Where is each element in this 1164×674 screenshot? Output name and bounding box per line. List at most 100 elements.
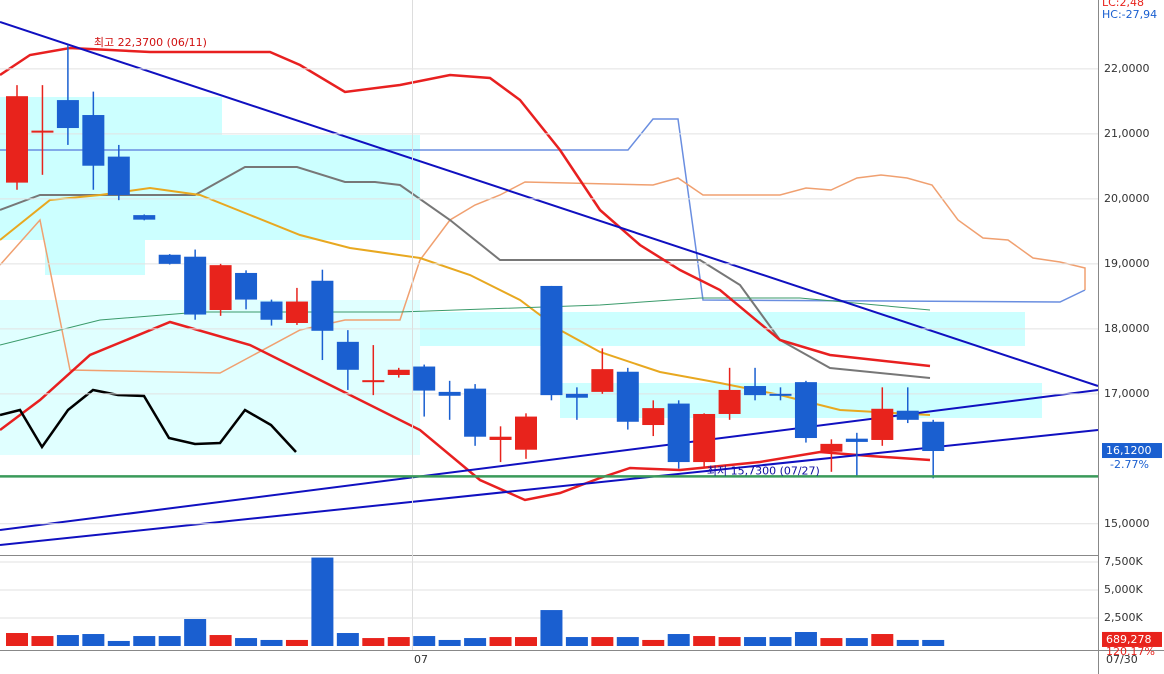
volume-bar <box>56 635 79 646</box>
price-marker <box>1102 443 1162 459</box>
candle-body <box>209 265 232 310</box>
candle-body <box>718 389 741 414</box>
candle-body <box>515 416 537 450</box>
volume-bar <box>540 610 563 646</box>
cloud-line <box>0 118 1086 303</box>
volume-bar <box>464 638 487 646</box>
volume-bar <box>565 637 588 646</box>
volume-bar <box>769 637 792 646</box>
volume-marker-label: 689,278 <box>1106 633 1152 646</box>
volume-bar <box>744 637 767 646</box>
y-tick-label: 20,0000 <box>1104 192 1150 205</box>
y-tick-label: 17,0000 <box>1104 387 1150 400</box>
volume-bar <box>6 633 28 646</box>
volume-bar <box>413 636 436 646</box>
candle-body <box>6 96 28 183</box>
candle-body <box>667 403 690 463</box>
y-tick-label: 19,0000 <box>1104 257 1150 270</box>
candle-body <box>362 380 385 383</box>
candle-body <box>311 280 334 331</box>
volume-bar <box>158 636 181 646</box>
volume-bar <box>336 633 359 646</box>
volume-bar <box>693 636 716 646</box>
change-label: -2.77% <box>1110 458 1149 471</box>
band-line <box>0 320 931 502</box>
volume-bar <box>515 637 537 646</box>
volume-bar <box>82 634 105 646</box>
candle-body <box>260 301 283 320</box>
y-tick-label: 15,0000 <box>1104 517 1150 530</box>
volume-bar <box>107 640 130 646</box>
y-tick-label: 18,0000 <box>1104 322 1150 335</box>
band-line <box>0 46 931 368</box>
volume-bar <box>31 636 54 646</box>
volume-bar <box>438 639 461 646</box>
volume-bar <box>794 632 817 646</box>
volume-bar <box>591 637 614 646</box>
candle-body <box>540 285 563 396</box>
volume-bar <box>820 638 843 646</box>
volume-bar <box>667 634 690 646</box>
candle-body <box>565 393 588 398</box>
volume-bar <box>489 637 512 646</box>
volume-bar <box>184 619 207 646</box>
candle-body <box>387 369 410 375</box>
candle-body <box>591 369 614 392</box>
trend-line <box>0 21 1099 387</box>
x-tick-label: 07 <box>414 653 428 666</box>
candle-body <box>464 388 487 437</box>
volume-bar <box>896 639 919 646</box>
moving-average <box>0 297 931 346</box>
y-tick-label: 7,500K <box>1104 555 1143 568</box>
y-tick-label: 5,000K <box>1104 583 1143 596</box>
candle-body <box>82 115 105 166</box>
zone <box>0 97 222 135</box>
volume-bar <box>871 634 894 646</box>
candle-body <box>438 391 461 396</box>
candle-body <box>794 382 817 439</box>
indicator-line <box>0 388 297 453</box>
zone <box>45 240 145 275</box>
volume-bar <box>387 637 410 646</box>
high-annotation: 최고 22,3700 (06/11) <box>94 36 207 49</box>
volume-bar <box>133 636 156 646</box>
candle-body <box>896 410 919 420</box>
candle-body <box>616 371 639 422</box>
volume-bar <box>311 557 334 646</box>
candle-body <box>56 100 79 129</box>
candle-body <box>820 443 843 452</box>
y-tick-label: 21,0000 <box>1104 127 1150 140</box>
candle-body <box>107 156 130 195</box>
zone <box>0 300 420 455</box>
candle-body <box>871 408 894 440</box>
x-tick-label: 07/30 <box>1106 653 1138 666</box>
volume-ratio-label: 120.17% <box>1106 645 1155 658</box>
candle-body <box>31 130 54 133</box>
candle-body <box>336 341 359 370</box>
candle-body <box>489 436 512 440</box>
volume-bar <box>845 638 868 646</box>
volume-bar <box>209 635 232 646</box>
lc-label: LC:2,48 <box>1102 0 1144 9</box>
volume-marker <box>1102 631 1162 647</box>
volume-bar <box>718 637 741 646</box>
candle-body <box>285 301 308 323</box>
volume-bar <box>922 639 945 646</box>
candle-body <box>693 413 716 463</box>
candle-body <box>845 438 868 442</box>
volume-bar <box>642 639 665 646</box>
y-tick-label: 2,500K <box>1104 611 1143 624</box>
candle-body <box>235 272 258 300</box>
candle-body <box>158 254 181 264</box>
volume-bar <box>362 638 385 646</box>
trend-line <box>0 429 1099 546</box>
hc-label: HC:-27,94 <box>1102 8 1157 21</box>
volume-bar <box>616 637 639 646</box>
candle-body <box>133 215 156 220</box>
volume-bar <box>260 639 283 646</box>
price-marker-label: 16,1200 <box>1106 444 1152 457</box>
volume-bar <box>235 638 258 646</box>
candle-body <box>184 256 207 315</box>
candle-body <box>769 393 792 396</box>
